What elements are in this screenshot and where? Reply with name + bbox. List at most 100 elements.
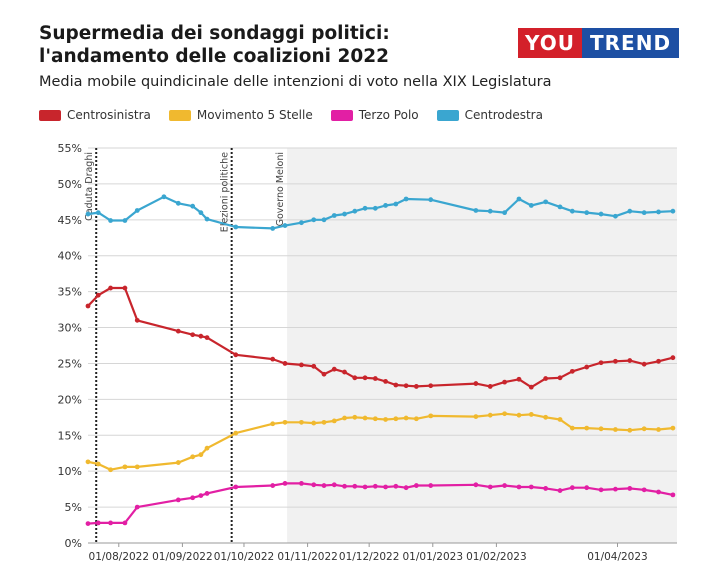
data-point [134, 317, 140, 323]
data-point [557, 204, 563, 210]
x-tick-label: 01/11/2022 [277, 551, 338, 563]
data-point [311, 482, 317, 488]
data-point [321, 483, 327, 488]
data-point [85, 303, 91, 309]
data-point [383, 417, 388, 422]
data-point [204, 491, 210, 496]
data-point [393, 382, 399, 388]
data-point [598, 360, 604, 366]
data-point [175, 200, 181, 206]
data-point [403, 383, 409, 389]
data-point [204, 335, 210, 340]
data-point [516, 484, 522, 490]
data-point [122, 464, 128, 470]
data-point [190, 332, 196, 338]
data-point [85, 521, 91, 527]
data-point [299, 419, 304, 425]
data-point [190, 495, 196, 501]
legend-label: Centrodestra [464, 108, 543, 122]
data-point [557, 488, 563, 493]
data-point [502, 411, 508, 417]
data-point [598, 426, 604, 432]
data-point [627, 358, 633, 363]
data-point [311, 420, 317, 426]
data-point [383, 379, 388, 384]
x-tick-label: 01/10/2022 [214, 551, 275, 563]
data-point [85, 459, 91, 465]
data-point [641, 487, 647, 493]
data-point [372, 376, 378, 381]
y-tick-label: 20% [58, 393, 82, 406]
data-point [516, 412, 522, 418]
data-point [299, 480, 304, 486]
series-line-terzo-polo [87, 482, 674, 525]
logo-trend: TREND [582, 28, 680, 58]
data-point [656, 358, 661, 364]
data-point [342, 369, 347, 375]
data-point [473, 208, 479, 213]
annotation-label: Governo Meloni [275, 152, 286, 226]
data-point [502, 483, 508, 488]
data-point [352, 414, 358, 420]
data-point [362, 205, 368, 211]
data-point [670, 208, 676, 214]
data-point [670, 425, 676, 431]
chart-legend: Centrosinistra Movimento 5 Stelle Terzo Po… [39, 108, 543, 122]
series-line-movimento-5-stelle [87, 412, 674, 471]
logo-you: YOU [518, 28, 583, 58]
data-point [352, 483, 358, 489]
data-point [393, 483, 399, 489]
data-point [584, 485, 590, 491]
data-point [403, 415, 409, 421]
data-point [528, 412, 534, 417]
data-point [270, 226, 276, 231]
data-point [516, 376, 522, 382]
x-tick-label: 01/02/2023 [466, 551, 527, 563]
data-point [311, 217, 317, 223]
data-point [352, 208, 358, 214]
data-point [656, 427, 661, 432]
data-point [393, 201, 399, 207]
data-point [383, 484, 388, 490]
y-tick-label: 10% [58, 465, 82, 478]
data-point [95, 461, 101, 467]
data-point [95, 520, 101, 526]
legend-label: Movimento 5 Stelle [196, 108, 313, 122]
data-point [487, 484, 493, 490]
chart-subtitle: Media mobile quindicinale delle intenzio… [39, 74, 552, 90]
data-point [342, 415, 347, 421]
data-point [134, 464, 140, 470]
data-point [122, 218, 128, 223]
data-point [641, 426, 647, 432]
data-point [299, 220, 304, 226]
data-point [543, 199, 549, 205]
y-tick-label: 55% [58, 142, 82, 155]
data-point [613, 486, 618, 492]
data-point [362, 415, 368, 421]
data-point [372, 416, 378, 422]
data-point [670, 492, 676, 498]
data-point [543, 376, 549, 381]
data-point [321, 217, 327, 223]
data-point [175, 497, 181, 503]
data-point [613, 213, 618, 219]
data-point [95, 210, 101, 216]
data-point [613, 358, 618, 364]
data-point [331, 482, 337, 488]
chart-title: Supermedia dei sondaggi politici: l'anda… [39, 23, 390, 67]
data-point [198, 452, 204, 458]
data-point [403, 196, 409, 202]
data-point [175, 460, 181, 465]
data-point [487, 208, 493, 214]
data-point [108, 520, 113, 526]
data-point [428, 383, 434, 389]
data-point [372, 483, 378, 489]
data-point [557, 417, 563, 422]
y-tick-label: 45% [58, 214, 82, 227]
data-point [627, 208, 633, 214]
y-tick-label: 15% [58, 429, 82, 442]
data-point [270, 483, 276, 488]
data-point [598, 487, 604, 493]
data-point [428, 483, 434, 488]
